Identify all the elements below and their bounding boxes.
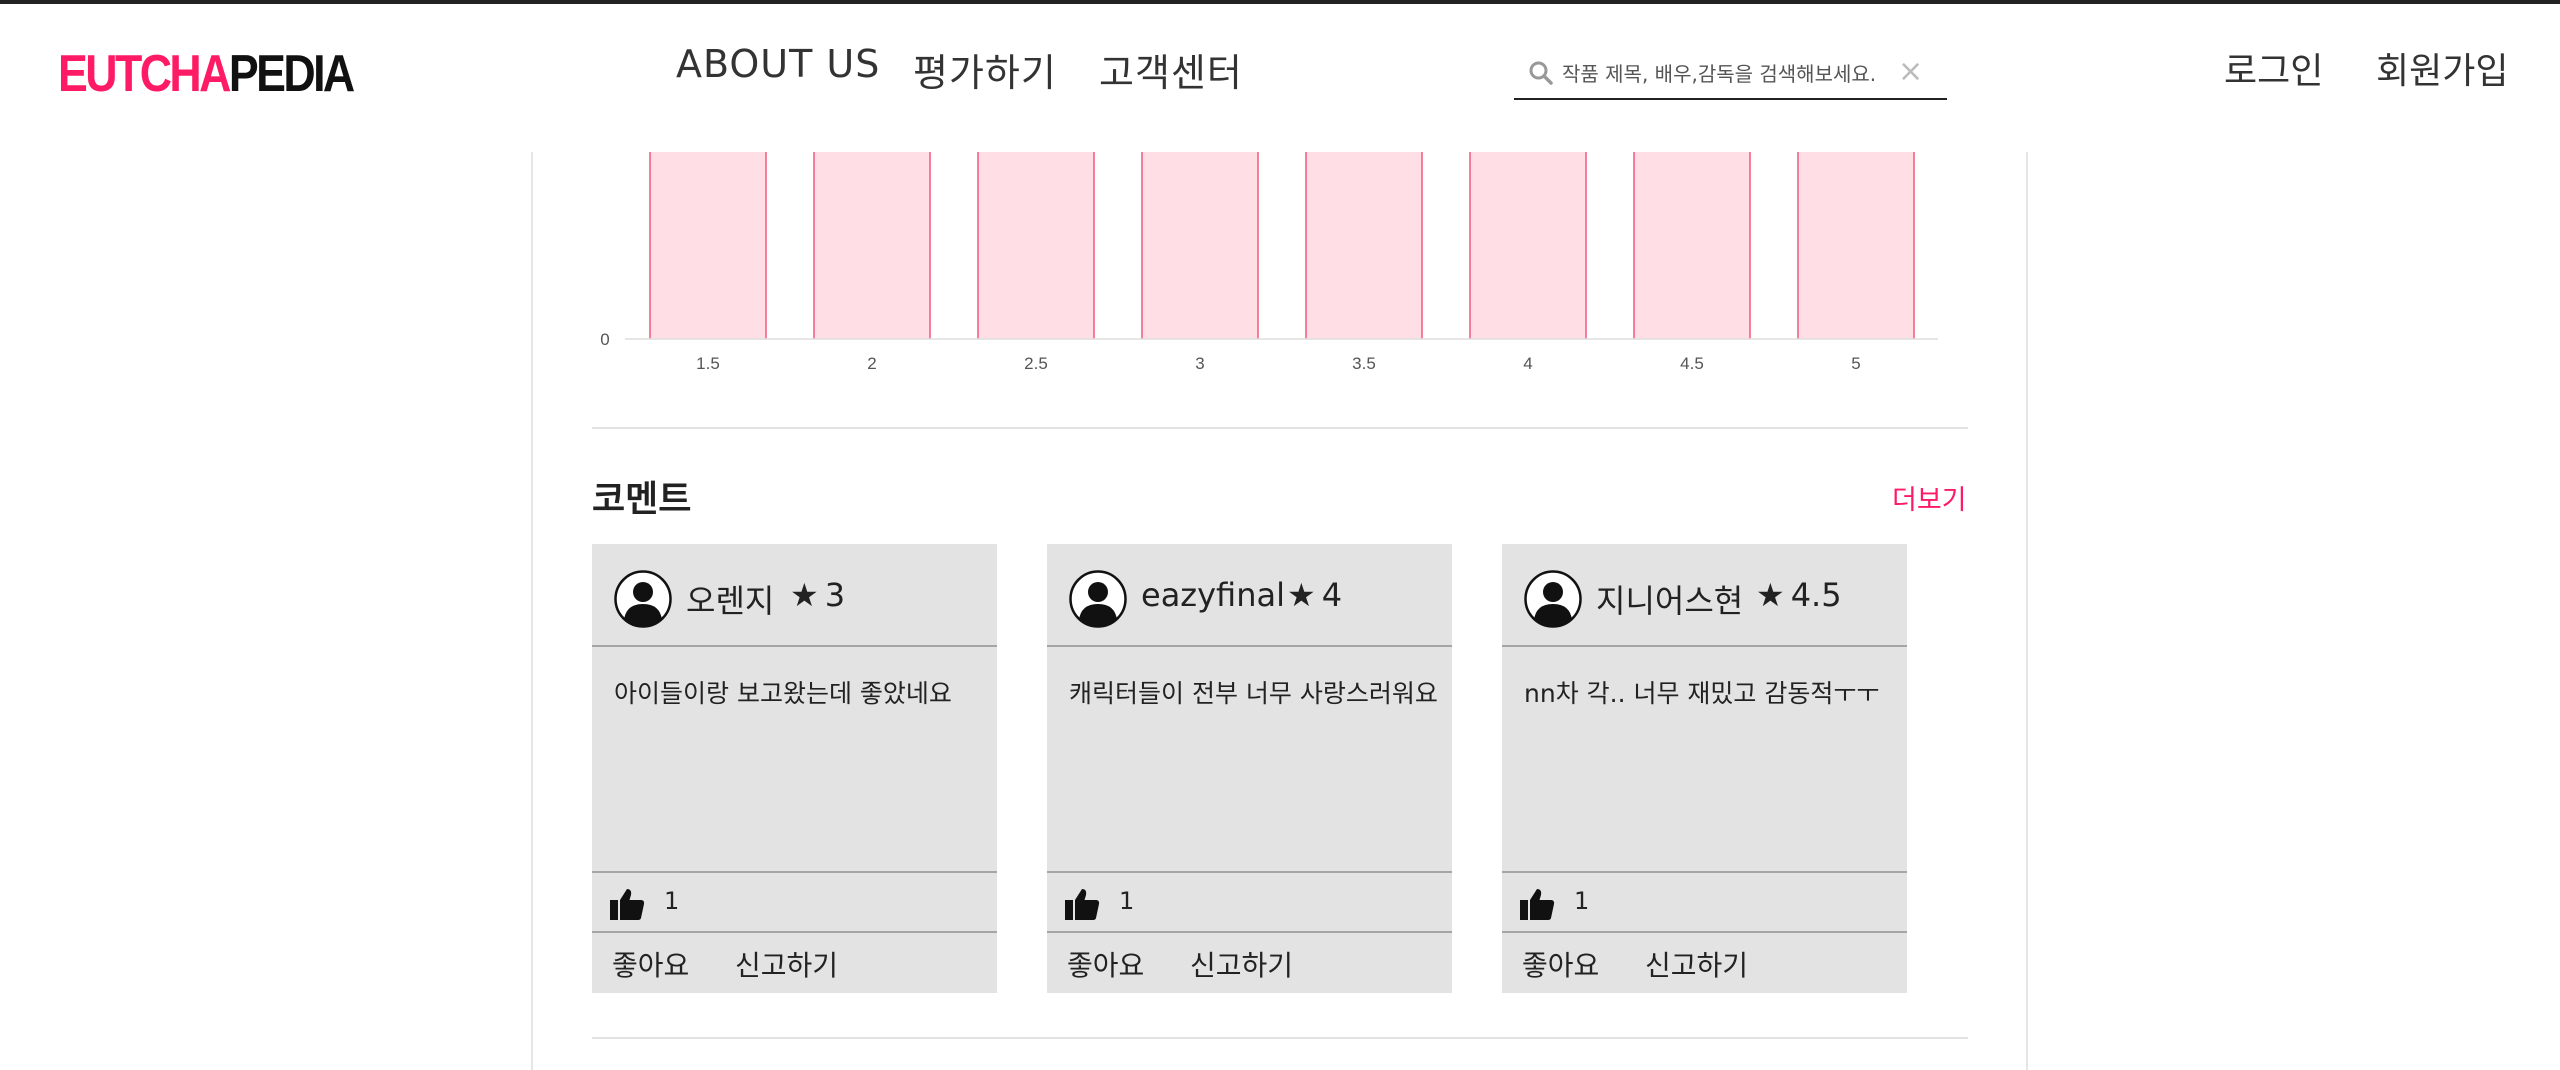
nav-customer-center[interactable]: 고객센터 xyxy=(1099,51,1243,95)
comment-card: 오렌지 ★ 3 아이들이랑 보고왔는데 좋았네요 1 좋아요 신고하기 xyxy=(592,544,997,993)
chart-bar xyxy=(1798,152,1914,339)
x-tick-label: 5 xyxy=(1851,354,1860,373)
chart-bar xyxy=(1306,152,1422,339)
chart-bar xyxy=(814,152,930,339)
chart-bar xyxy=(1470,152,1586,339)
comment-rating: ★ 4 xyxy=(1287,576,1342,614)
logo-text-pedia: PEDIA xyxy=(228,45,355,103)
comment-username[interactable]: eazyfinal xyxy=(1141,576,1285,614)
card-divider xyxy=(1502,645,1907,647)
comment-username[interactable]: 오렌지 xyxy=(686,582,775,620)
like-count: 1 xyxy=(1119,887,1135,915)
search-icon[interactable] xyxy=(1528,60,1554,86)
chart-bar xyxy=(978,152,1094,339)
card-divider xyxy=(1047,931,1452,933)
content-border-right xyxy=(2026,152,2028,1070)
content-border-left xyxy=(531,152,533,1070)
card-divider xyxy=(592,871,997,873)
card-divider xyxy=(592,931,997,933)
comment-card: 지니어스현 ★ 4.5 nn차 각.. 너무 재밌고 감동적ㅜㅜ 1 좋아요 신고… xyxy=(1502,544,1907,993)
site-header: EUTCHAPEDIA ABOUT US 평가하기 고객센터 × 로그인 회원가… xyxy=(0,4,2560,152)
card-divider xyxy=(1047,871,1452,873)
rating-value: 4.5 xyxy=(1790,576,1842,614)
site-logo[interactable]: EUTCHAPEDIA xyxy=(58,44,355,104)
y-tick-label: 0 xyxy=(600,330,609,349)
thumbs-up-icon xyxy=(1520,889,1555,920)
like-button[interactable]: 좋아요 xyxy=(612,944,689,984)
x-tick-label: 1.5 xyxy=(696,354,720,373)
report-button[interactable]: 신고하기 xyxy=(1645,944,1748,984)
x-tick-label: 4 xyxy=(1523,354,1532,373)
x-tick-label: 2.5 xyxy=(1024,354,1048,373)
chart-bar xyxy=(650,152,766,339)
card-divider xyxy=(1502,871,1907,873)
report-button[interactable]: 신고하기 xyxy=(735,944,838,984)
comment-text[interactable]: nn차 각.. 너무 재밌고 감동적ㅜㅜ xyxy=(1524,679,1880,708)
thumbs-up-icon xyxy=(610,889,645,920)
like-button[interactable]: 좋아요 xyxy=(1067,944,1144,984)
like-count: 1 xyxy=(664,887,680,915)
signup-link[interactable]: 회원가입 xyxy=(2376,51,2509,92)
star-icon: ★ xyxy=(1287,576,1316,614)
logo-text-eutcha: EUTCHA xyxy=(58,45,231,103)
x-tick-label: 2 xyxy=(867,354,876,373)
star-icon: ★ xyxy=(1756,576,1785,614)
user-avatar-icon[interactable] xyxy=(1069,570,1127,628)
more-comments-link[interactable]: 더보기 xyxy=(1892,485,1967,516)
rating-chart-svg: 1.5 2 2.5 3 3.5 4 4.5 5 0 xyxy=(600,152,1938,373)
nav-about-us[interactable]: ABOUT US xyxy=(676,42,881,86)
rating-value: 4 xyxy=(1321,576,1343,614)
comment-rating: ★ 3 xyxy=(790,576,845,614)
like-button[interactable]: 좋아요 xyxy=(1522,944,1599,984)
comment-rating: ★ 4.5 xyxy=(1756,576,1842,614)
comments-title: 코멘트 xyxy=(592,479,692,520)
close-icon[interactable]: × xyxy=(1898,54,1924,89)
chart-bar xyxy=(1142,152,1258,339)
rating-distribution-chart: 1.5 2 2.5 3 3.5 4 4.5 5 0 xyxy=(560,152,1960,392)
user-avatar-icon[interactable] xyxy=(614,570,672,628)
comment-username[interactable]: 지니어스현 xyxy=(1596,582,1744,620)
thumbs-up-icon xyxy=(1065,889,1100,920)
report-button[interactable]: 신고하기 xyxy=(1190,944,1293,984)
nav-evaluate[interactable]: 평가하기 xyxy=(913,51,1057,95)
user-avatar-icon[interactable] xyxy=(1524,570,1582,628)
comment-text[interactable]: 아이들이랑 보고왔는데 좋았네요 xyxy=(614,679,952,708)
x-tick-label: 4.5 xyxy=(1680,354,1704,373)
x-tick-label: 3 xyxy=(1195,354,1204,373)
section-divider xyxy=(592,427,1968,429)
chart-bar xyxy=(1634,152,1750,339)
search-bar: × xyxy=(1514,52,1947,100)
x-tick-label: 3.5 xyxy=(1352,354,1376,373)
card-divider xyxy=(1047,645,1452,647)
login-link[interactable]: 로그인 xyxy=(2224,51,2324,92)
section-divider xyxy=(592,1037,1968,1039)
card-divider xyxy=(592,645,997,647)
rating-value: 3 xyxy=(824,576,846,614)
search-input[interactable] xyxy=(1560,56,1904,92)
comment-text[interactable]: 캐릭터들이 전부 너무 사랑스러워요 xyxy=(1069,679,1438,708)
card-divider xyxy=(1502,931,1907,933)
like-count: 1 xyxy=(1574,887,1590,915)
top-border xyxy=(0,0,2560,4)
star-icon: ★ xyxy=(790,576,819,614)
comment-card: eazyfinal ★ 4 캐릭터들이 전부 너무 사랑스러워요 1 좋아요 신고… xyxy=(1047,544,1452,993)
